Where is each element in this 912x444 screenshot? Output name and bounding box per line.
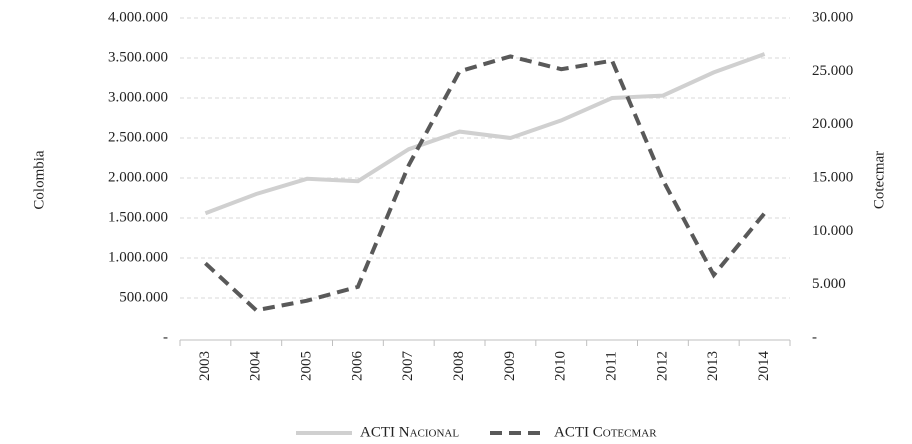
y2-tick-label: 5.000 [812,276,846,292]
y2-tick-label: 15.000 [812,169,853,185]
x-tick-label: 2004 [248,351,264,382]
y-axis-title: Colombia [31,150,47,210]
y-tick-label: 1.500.000 [108,209,168,225]
x-tick-label: 2009 [502,351,518,381]
y-tick-label: 4.000.000 [108,9,168,25]
x-tick-label: 2003 [197,351,213,381]
x-tick-label: 2007 [400,351,416,382]
x-tick-label: 2008 [451,351,467,381]
y-tick-label: 500.000 [119,289,168,305]
y2-tick-label: 10.000 [812,223,853,239]
y-tick-label: - [163,329,168,345]
x-tick-label: 2011 [604,351,620,380]
y-tick-label: 3.500.000 [108,49,168,65]
line-series [204,54,767,313]
y2-tick-label: 25.000 [812,63,853,79]
y-tick-label: 2.000.000 [108,169,168,185]
x-tick-label: 2012 [654,351,670,381]
y2-tick-label: - [812,329,817,345]
y-tick-label: 3.000.000 [108,89,168,105]
x-tick-label: 2006 [349,351,365,382]
x-tick-label: 2014 [756,351,772,382]
y2-tick-label: 30.000 [812,9,853,25]
legend-label: ACTI Nacional [360,424,459,440]
legend-label: ACTI Cotecmar [554,424,657,440]
x-tick-label: 2013 [705,351,721,381]
x-tick-label: 2010 [553,351,569,381]
x-tick-label: 2005 [299,351,315,381]
y-tick-label: 1.000.000 [108,249,168,265]
line-series [204,52,766,216]
y2-tick-label: 20.000 [812,116,853,132]
y2-axis-title: Cotecmar [871,151,887,209]
y-tick-label: 2.500.000 [108,129,168,145]
